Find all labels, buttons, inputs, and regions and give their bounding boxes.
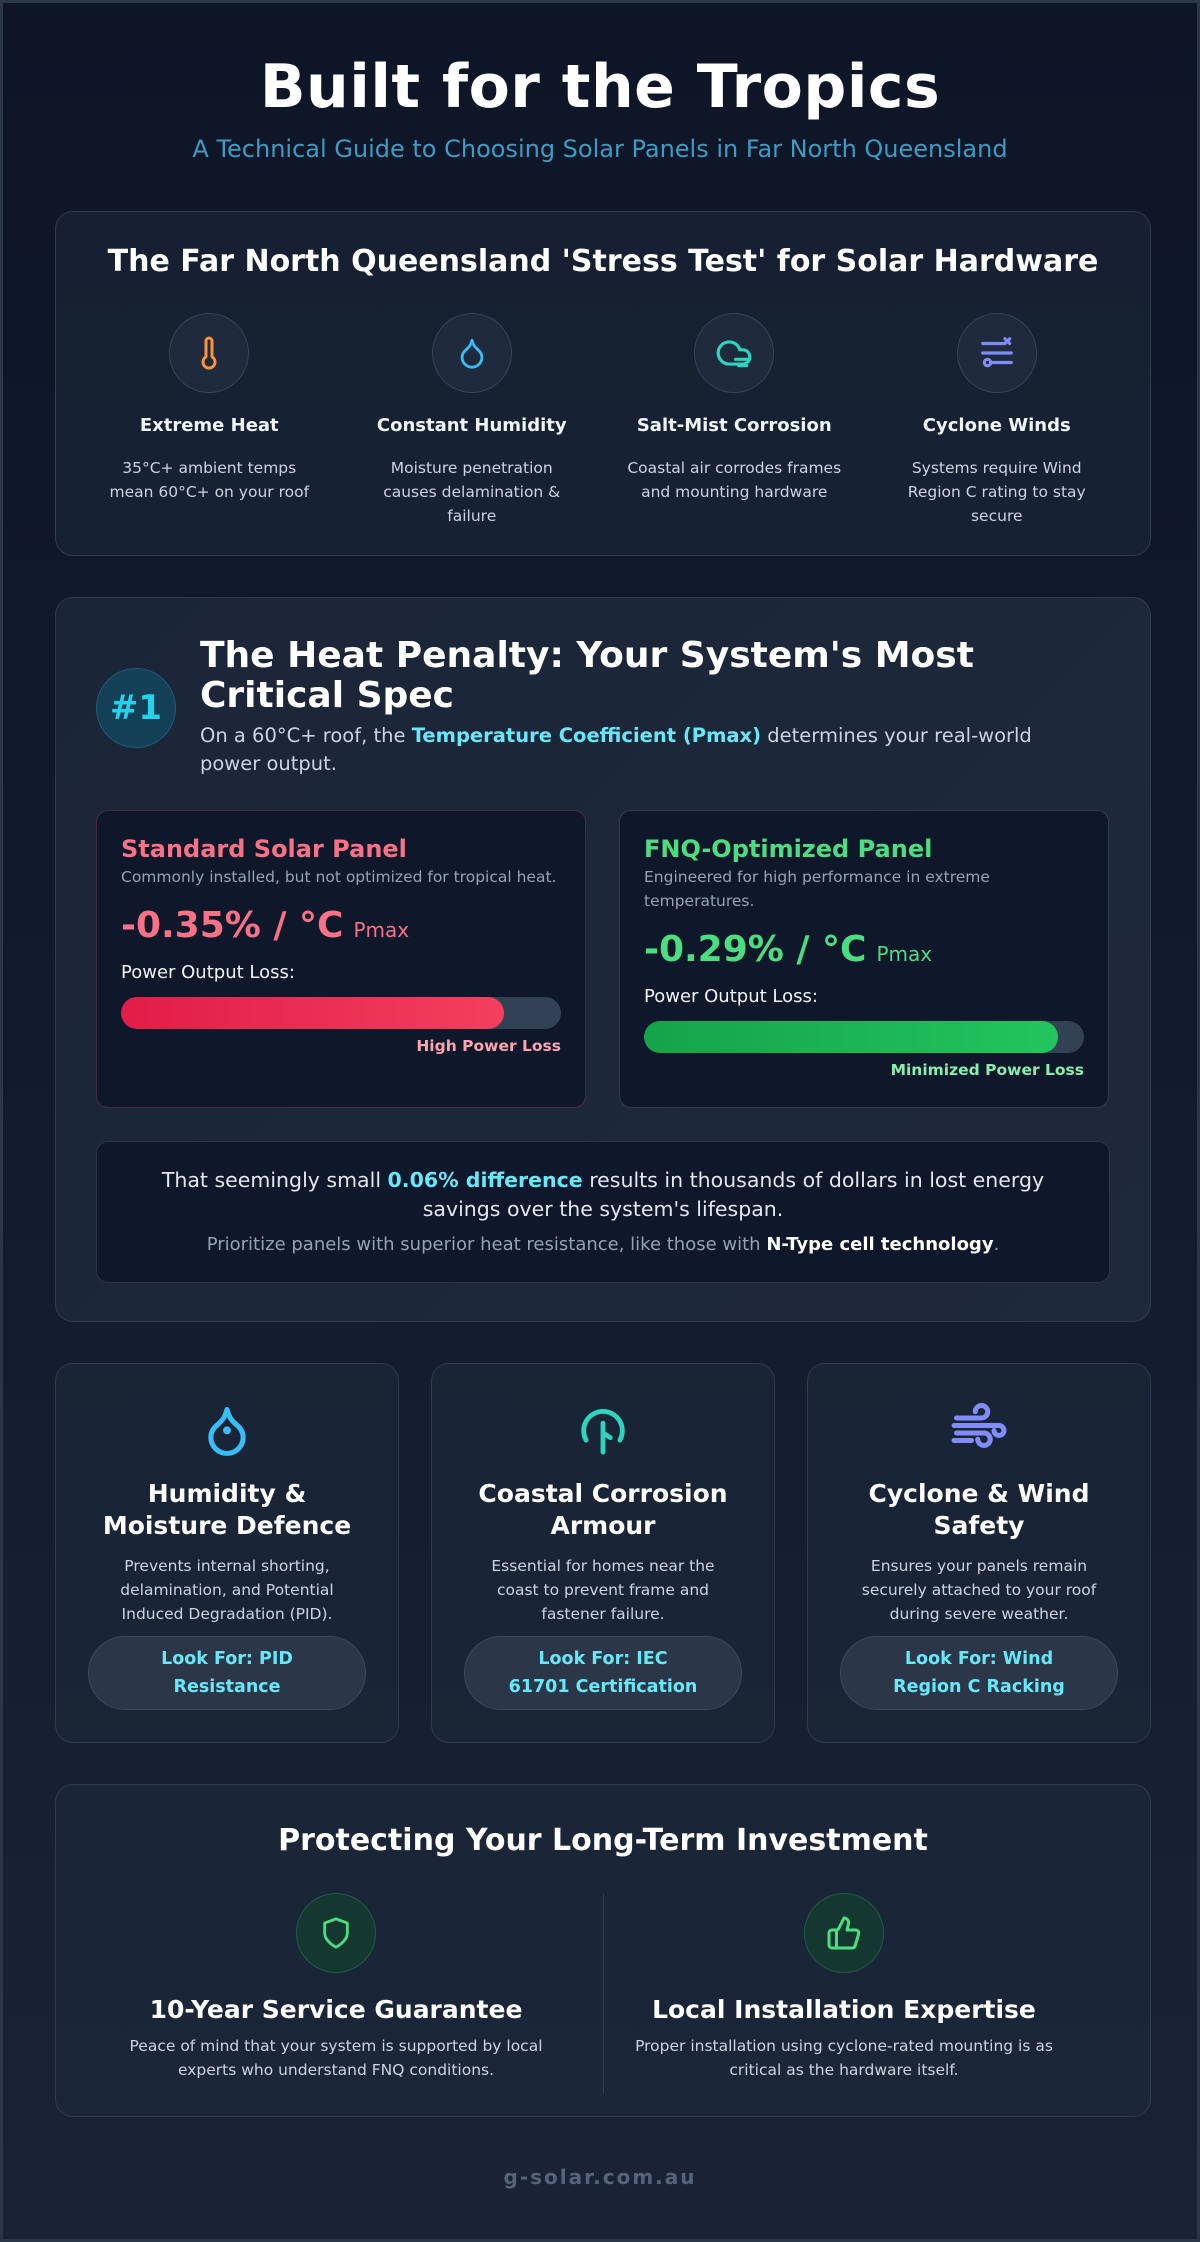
page-title: Built for the Tropics	[259, 52, 941, 122]
protect-item-title: Local Installation Expertise	[652, 1995, 1036, 2024]
feature-title: Coastal Corrosion Armour	[478, 1479, 728, 1540]
shield-icon	[296, 1893, 376, 1973]
stress-item-title: Cyclone Winds	[922, 415, 1071, 436]
bar-caption: Minimized Power Loss	[890, 1061, 1084, 1079]
stress-item-desc: Coastal air corrodes frames and mounting…	[627, 459, 842, 501]
cloud-wind-icon	[694, 313, 775, 393]
divider	[603, 1893, 604, 2093]
feature-card-corrosion: Coastal Corrosion Armour Essential for h…	[431, 1363, 775, 1743]
look-for-pill: Look For: IEC 61701 Certification	[464, 1636, 742, 1710]
footer-url: g-solar.com.au	[503, 2165, 697, 2189]
protect-item-desc: Peace of mind that your system is suppor…	[129, 2037, 543, 2079]
feature-card-humidity: Humidity & Moisture Defence Prevents int…	[55, 1363, 399, 1743]
wind-icon	[808, 1398, 1150, 1458]
recommendation-text: Prioritize panels with superior heat res…	[206, 1234, 1000, 1255]
optimized-panel-card: FNQ-Optimized Panel Engineered for high …	[619, 810, 1109, 1108]
bar-caption: High Power Loss	[416, 1037, 561, 1055]
power-loss-bar	[121, 997, 561, 1029]
rank-badge: #1	[96, 668, 176, 748]
highlight-term: Temperature Coefficient (Pmax)	[411, 724, 762, 747]
stress-item-heat: Extreme Heat 35°C+ ambient temps mean 60…	[78, 313, 341, 528]
stress-item-desc: 35°C+ ambient temps mean 60°C+ on your r…	[109, 459, 310, 501]
look-for-pill: Look For: PID Resistance	[88, 1636, 366, 1710]
protect-title: Protecting Your Long-Term Investment	[278, 1823, 928, 1858]
protect-item-title: 10-Year Service Guarantee	[149, 1995, 523, 2024]
feature-card-cyclone: Cyclone & Wind Safety Ensures your panel…	[807, 1363, 1151, 1743]
protect-investment-card: Protecting Your Long-Term Investment 10-…	[55, 1784, 1151, 2117]
feature-desc: Ensures your panels remain securely atta…	[861, 1557, 1097, 1623]
stress-item-salt: Salt-Mist Corrosion Coastal air corrodes…	[603, 313, 866, 528]
difference-text: That seemingly small 0.06% difference re…	[161, 1168, 1045, 1221]
temperature-coefficient: -0.35% / °C Pmax	[121, 905, 410, 946]
page-subtitle: A Technical Guide to Choosing Solar Pane…	[192, 135, 1008, 163]
panel-title: Standard Solar Panel	[121, 835, 407, 863]
page-header: Built for the Tropics A Technical Guide …	[3, 3, 1197, 163]
thumbs-up-icon	[804, 1893, 884, 1973]
droplet-icon	[431, 313, 512, 393]
protect-item-desc: Proper installation using cyclone-rated …	[635, 2037, 1053, 2079]
stress-test-card: The Far North Queensland 'Stress Test' f…	[55, 211, 1151, 556]
stress-item-title: Extreme Heat	[139, 415, 279, 436]
power-loss-bar-fill	[644, 1021, 1058, 1053]
feature-desc: Essential for homes near the coast to pr…	[491, 1557, 715, 1623]
loss-label: Power Output Loss:	[644, 986, 818, 1007]
stress-item-title: Salt-Mist Corrosion	[636, 415, 832, 436]
loss-label: Power Output Loss:	[121, 962, 295, 983]
stress-item-desc: Moisture penetration causes delamination…	[383, 459, 561, 525]
panel-title: FNQ-Optimized Panel	[644, 835, 933, 863]
stress-test-title: The Far North Queensland 'Stress Test' f…	[107, 244, 1099, 279]
feature-desc: Prevents internal shorting, delamination…	[120, 1557, 334, 1623]
water-drop-icon	[56, 1398, 398, 1458]
standard-panel-card: Standard Solar Panel Commonly installed,…	[96, 810, 586, 1108]
stress-item-cyclone: Cyclone Winds Systems require Wind Regio…	[866, 313, 1129, 528]
heat-penalty-card: #1 The Heat Penalty: Your System's Most …	[55, 597, 1151, 1322]
wind-sliders-icon	[956, 313, 1037, 393]
thermometer-icon	[169, 313, 250, 393]
power-loss-bar	[644, 1021, 1084, 1053]
heat-penalty-desc: On a 60°C+ roof, the Temperature Coeffic…	[200, 724, 1032, 775]
power-loss-bar-fill	[121, 997, 504, 1029]
stress-item-humidity: Constant Humidity Moisture penetration c…	[341, 313, 604, 528]
panel-desc: Commonly installed, but not optimized fo…	[121, 868, 557, 886]
shield-leaf-icon	[432, 1398, 774, 1458]
stress-item-title: Constant Humidity	[376, 415, 567, 436]
stress-item-desc: Systems require Wind Region C rating to …	[907, 459, 1086, 525]
look-for-pill: Look For: Wind Region C Racking	[840, 1636, 1118, 1710]
panel-desc: Engineered for high performance in extre…	[644, 868, 990, 910]
feature-title: Cyclone & Wind Safety	[868, 1479, 1090, 1540]
difference-callout: That seemingly small 0.06% difference re…	[96, 1141, 1110, 1283]
expertise-column: Local Installation Expertise Proper inst…	[594, 1893, 1094, 2082]
guarantee-column: 10-Year Service Guarantee Peace of mind …	[86, 1893, 586, 2082]
heat-penalty-title: The Heat Penalty: Your System's Most Cri…	[200, 635, 974, 716]
feature-title: Humidity & Moisture Defence	[102, 1479, 352, 1540]
temperature-coefficient: -0.29% / °C Pmax	[644, 929, 933, 970]
